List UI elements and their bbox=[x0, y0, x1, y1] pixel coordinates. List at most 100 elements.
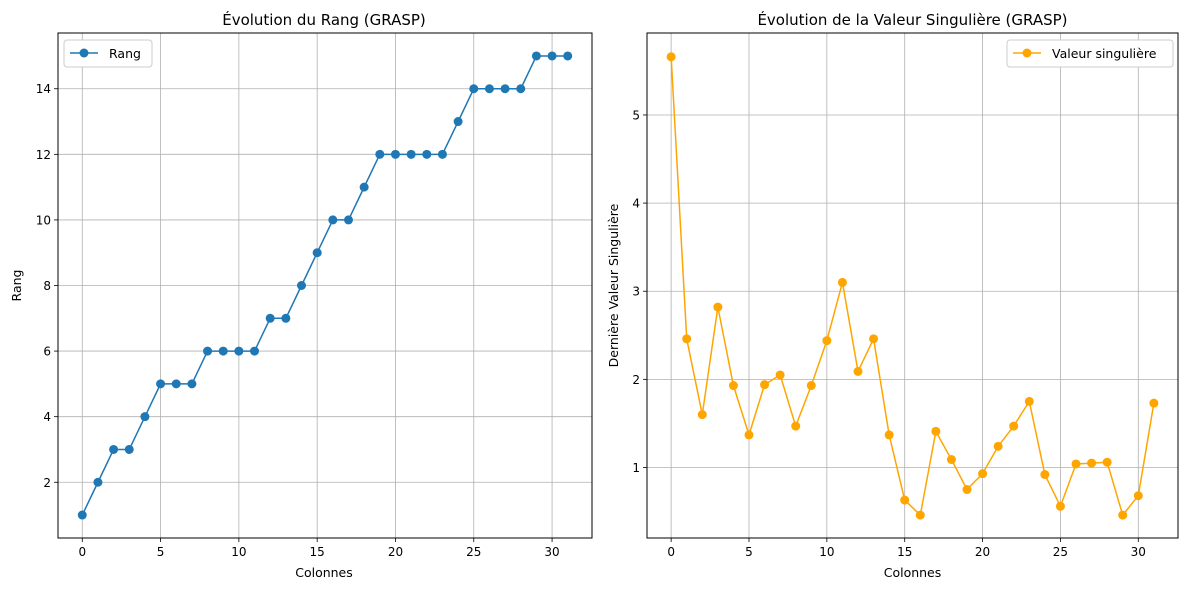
singular-value-data-point bbox=[806, 381, 816, 391]
rank-data-point bbox=[156, 379, 166, 389]
rank-y-tick-label: 10 bbox=[36, 213, 51, 227]
singular-value-data-point bbox=[822, 336, 832, 346]
rank-data-point bbox=[77, 510, 87, 520]
singular-value-x-tick-label: 25 bbox=[1053, 545, 1068, 559]
singular-value-data-point bbox=[962, 485, 972, 495]
rank-x-tick-label: 15 bbox=[310, 545, 325, 559]
singular-value-legend-marker bbox=[1022, 48, 1032, 58]
rank-data-point bbox=[171, 379, 181, 389]
singular-value-x-tick-label: 0 bbox=[667, 545, 675, 559]
rank-y-tick-label: 2 bbox=[43, 476, 51, 490]
singular-value-data-point bbox=[1087, 458, 1097, 468]
singular-value-plot-frame bbox=[646, 32, 1179, 539]
singular-value-data-point bbox=[1118, 510, 1128, 520]
rank-data-point bbox=[500, 84, 510, 94]
singular-value-data-point bbox=[697, 410, 707, 420]
rank-x-tick-label: 25 bbox=[466, 545, 481, 559]
rank-legend-box bbox=[63, 39, 153, 68]
singular-value-legend-label: Valeur singulière bbox=[1052, 46, 1157, 61]
rank-data-point bbox=[328, 215, 338, 225]
rank-y-tick-label: 14 bbox=[36, 82, 51, 96]
rank-data-point bbox=[484, 84, 494, 94]
rank-legend: Rang bbox=[63, 39, 153, 68]
singular-value-legend-box bbox=[1006, 39, 1174, 68]
rank-data-point bbox=[359, 182, 369, 192]
singular-value-y-tick-label: 5 bbox=[632, 108, 640, 122]
singular-value-data-point bbox=[1024, 396, 1034, 406]
rank-y-tick-label: 8 bbox=[43, 279, 51, 293]
rank-data-point bbox=[203, 346, 213, 356]
singular-value-data-point bbox=[728, 381, 738, 391]
singular-value-data-point bbox=[946, 455, 956, 465]
rank-data-point bbox=[469, 84, 479, 94]
rank-grid bbox=[58, 33, 592, 538]
singular-value-x-axis-label: Colonnes bbox=[884, 565, 942, 580]
singular-value-data-point bbox=[884, 430, 894, 440]
singular-value-y-ticks: 1 2 3 4 5 bbox=[632, 108, 647, 475]
rank-y-tick-label: 12 bbox=[36, 148, 51, 162]
singular-value-data-point bbox=[760, 380, 770, 390]
singular-value-y-tick-label: 1 bbox=[632, 461, 640, 475]
singular-value-x-tick-label: 5 bbox=[745, 545, 753, 559]
singular-value-x-tick-label: 20 bbox=[975, 545, 990, 559]
singular-value-y-axis-label: Dernière Valeur Singulière bbox=[606, 203, 621, 367]
singular-value-data-point bbox=[791, 421, 801, 431]
singular-value-data-point bbox=[1133, 491, 1143, 501]
singular-value-data-point bbox=[1102, 457, 1112, 467]
rank-chart-title: Évolution du Rang (GRASP) bbox=[222, 10, 426, 29]
rank-x-tick-label: 0 bbox=[78, 545, 86, 559]
singular-value-data-point bbox=[915, 510, 925, 520]
rank-data-point bbox=[406, 149, 416, 159]
singular-value-data-point bbox=[1149, 398, 1159, 408]
rank-y-tick-label: 4 bbox=[43, 410, 51, 424]
rank-data-point bbox=[563, 51, 573, 61]
rank-chart: Évolution du Rang (GRASP) 0 5 10 15 20 25 30 2… bbox=[9, 10, 593, 580]
singular-value-y-tick-label: 2 bbox=[632, 373, 640, 387]
rank-x-tick-label: 30 bbox=[544, 545, 559, 559]
singular-value-data-point bbox=[1009, 421, 1019, 431]
singular-value-data-point bbox=[682, 334, 692, 344]
singular-value-y-tick-label: 3 bbox=[632, 285, 640, 299]
rank-plot-frame bbox=[57, 32, 593, 539]
rank-points bbox=[77, 51, 573, 520]
singular-value-x-tick-label: 10 bbox=[819, 545, 834, 559]
rank-data-point bbox=[109, 444, 119, 454]
singular-value-data-point bbox=[869, 334, 879, 344]
singular-value-legend: Valeur singulière bbox=[1006, 39, 1174, 68]
rank-data-point bbox=[218, 346, 228, 356]
rank-y-tick-label: 6 bbox=[43, 345, 51, 359]
rank-data-point bbox=[531, 51, 541, 61]
singular-value-chart: Évolution de la Valeur Singulière (GRASP… bbox=[606, 10, 1179, 580]
singular-value-data-point bbox=[775, 370, 785, 380]
rank-data-point bbox=[93, 477, 103, 487]
rank-data-point bbox=[516, 84, 526, 94]
rank-data-point bbox=[234, 346, 244, 356]
singular-value-data-point bbox=[666, 52, 676, 62]
rank-data-point bbox=[453, 117, 463, 127]
rank-x-tick-label: 20 bbox=[388, 545, 403, 559]
rank-data-point bbox=[265, 313, 275, 323]
singular-value-data-point bbox=[900, 495, 910, 505]
rank-y-ticks: 2 4 6 8 10 12 14 bbox=[36, 82, 58, 490]
rank-data-point bbox=[375, 149, 385, 159]
singular-value-chart-title: Évolution de la Valeur Singulière (GRASP… bbox=[757, 10, 1067, 29]
rank-data-point bbox=[297, 281, 307, 290]
rank-x-tick-label: 5 bbox=[157, 545, 165, 559]
singular-value-data-point bbox=[1040, 470, 1050, 480]
singular-value-grid bbox=[647, 33, 1178, 538]
singular-value-x-ticks: 0 5 10 15 20 25 30 bbox=[667, 538, 1146, 559]
singular-value-x-tick-label: 30 bbox=[1131, 545, 1146, 559]
singular-value-data-point bbox=[744, 430, 754, 440]
rank-data-point bbox=[343, 215, 353, 225]
rank-data-point bbox=[281, 313, 291, 323]
rank-data-point bbox=[250, 346, 260, 356]
rank-x-axis-label: Colonnes bbox=[295, 565, 353, 580]
rank-legend-label: Rang bbox=[109, 46, 141, 61]
rank-data-point bbox=[422, 149, 432, 159]
rank-data-point bbox=[140, 412, 150, 422]
singular-value-data-point bbox=[978, 469, 988, 479]
singular-value-data-point bbox=[993, 441, 1003, 451]
rank-y-axis-label: Rang bbox=[9, 270, 24, 302]
singular-value-data-point bbox=[853, 366, 863, 376]
